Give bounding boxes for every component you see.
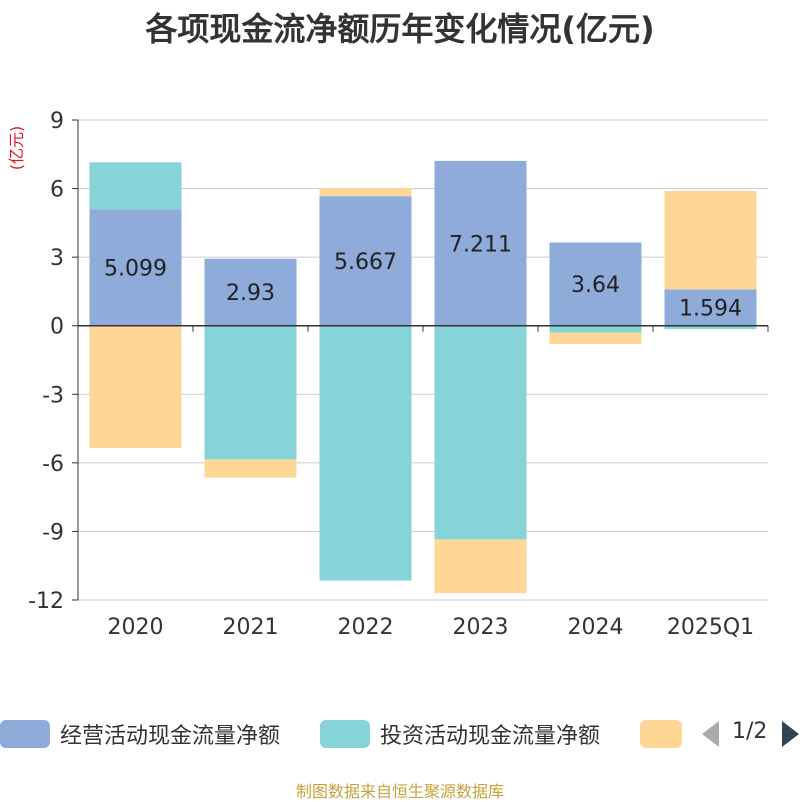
y-tick-label: -12 [28,589,64,614]
bar-2021-series-2 [204,459,297,478]
x-category-label: 2022 [338,615,394,640]
bar-2022-series-1 [319,325,412,581]
y-tick-label: 3 [50,246,64,271]
legend-page-indicator: 1/2 [732,719,768,744]
bar-2023-series-1 [434,325,527,540]
data-label: 7.211 [449,232,512,257]
legend-swatch-operating [0,720,50,748]
bar-2023-series-0 [434,160,527,326]
bar-2024-series-0 [549,242,642,326]
x-category-label: 2023 [453,615,509,640]
data-label: 3.64 [571,273,620,298]
legend-label-investing: 投资活动现金流量净额 [380,724,601,749]
bar-2024-series-2 [549,332,642,344]
legend-next-arrow-icon[interactable] [782,721,799,747]
data-label: 5.667 [334,250,397,275]
bar-2022-series-2 [319,188,412,197]
legend-swatch-investing [320,720,370,748]
data-label: 1.594 [679,296,742,321]
bar-2023-series-2 [434,539,527,594]
bar-2020-series-1 [89,162,182,210]
bar-layer [89,160,757,594]
bar-2024-series-1 [549,325,642,333]
x-category-label: 2021 [223,615,279,640]
legend-pager: 1/2 [700,714,800,754]
bar-2022-series-0 [319,196,412,326]
y-tick-label: 0 [50,315,64,340]
data-label: 2.93 [226,281,275,306]
bar-2021-series-1 [204,325,297,460]
axis-layer: (亿元) 9 6 3 0 -3 -6 -9 -12 2020 2021 2022 2023 2024 202… [7,109,769,640]
x-category-label: 2024 [568,615,624,640]
y-tick-label: 6 [50,178,64,203]
bar-2020-series-0 [89,209,182,326]
bar-2025Q1-series-2 [664,190,757,290]
bar-2021-series-0 [204,258,297,326]
chart-svg: (亿元) 9 6 3 0 -3 -6 -9 -12 2020 2021 2022 2023 2024 202… [7,109,769,640]
legend-label-operating: 经营活动现金流量净额 [60,724,281,749]
bar-2025Q1-series-1 [664,325,757,330]
legend-swatch-financing [640,720,682,748]
y-tick-label: -9 [42,520,64,545]
bar-2020-series-2 [89,325,182,448]
y-tick-label: 9 [50,109,64,134]
x-category-label: 2025Q1 [667,615,754,640]
bar-2025Q1-series-0 [664,289,757,326]
source-note: 制图数据来自恒生聚源数据库 [295,782,504,801]
y-axis-unit-label: (亿元) [7,126,26,171]
label-layer: 5.099 2.93 5.667 7.211 3.64 1.594 [104,232,742,321]
grid-layer [78,119,768,601]
legend: 经营活动现金流量净额 投资活动现金流量净额 1/2 [0,714,800,754]
legend-prev-arrow-icon[interactable] [702,721,719,747]
data-label: 5.099 [104,256,167,281]
chart-title: 各项现金流净额历年变化情况(亿元) [145,10,655,48]
y-tick-label: -6 [42,452,64,477]
y-tick-label: -3 [42,383,64,408]
x-category-label: 2020 [108,615,164,640]
